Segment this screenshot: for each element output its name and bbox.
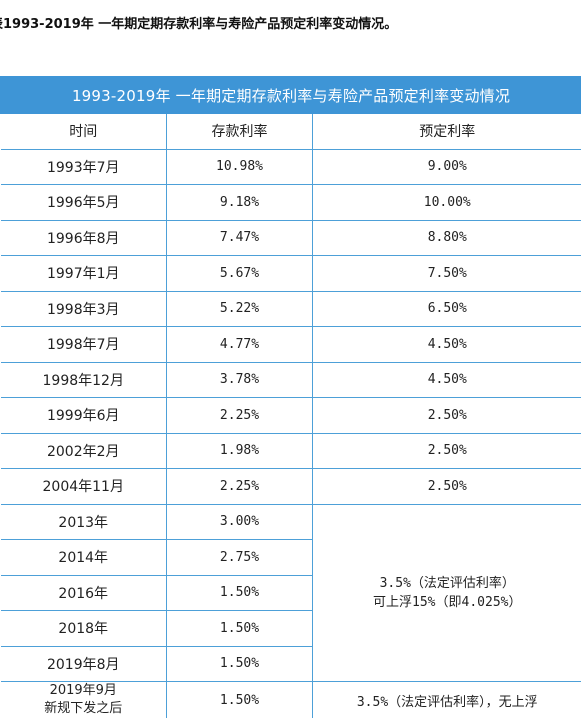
- cell-time: 1997年1月: [0, 255, 167, 292]
- rate-table-container: 1993-2019年 一年期定期存款利率与寿险产品预定利率变动情况 时间 存款利…: [0, 76, 581, 718]
- column-header-time: 时间: [0, 113, 167, 150]
- cell-deposit-rate: 10.98%: [166, 148, 313, 185]
- table-row: 1996年8月 7.47% 8.80%: [0, 219, 581, 256]
- cell-preset-rate: 3.5%（法定评估利率），无上浮: [311, 681, 581, 718]
- cell-time: 2019年9月 新规下发之后: [0, 681, 167, 718]
- column-header-preset-rate: 预定利率: [311, 113, 581, 150]
- header-row: 时间 存款利率 预定利率: [0, 113, 581, 150]
- cell-time: 1999年6月: [0, 397, 167, 434]
- cell-deposit-rate: 1.50%: [166, 574, 313, 611]
- cell-time: 2019年8月: [0, 645, 167, 682]
- cell-deposit-rate: 3.78%: [166, 361, 313, 398]
- table-row: 2018年 1.50%: [0, 610, 581, 647]
- cell-time: 2014年: [0, 539, 167, 576]
- table-row: 1996年5月 9.18% 10.00%: [0, 184, 581, 221]
- cell-preset-rate: 2.50%: [311, 397, 581, 434]
- cell-deposit-rate: 5.22%: [166, 290, 313, 327]
- merged-preset-line-2: 可上浮15%（即4.025%）: [373, 594, 522, 610]
- table-row: 1998年12月 3.78% 4.50%: [0, 361, 581, 398]
- cell-preset-rate: 6.50%: [311, 290, 581, 327]
- table-row: 2014年 2.75%: [0, 539, 581, 576]
- cell-time-line-2: 新规下发之后: [44, 701, 123, 716]
- table-row: 1997年1月 5.67% 7.50%: [0, 255, 581, 292]
- cell-preset-rate: 4.50%: [311, 361, 581, 398]
- cell-deposit-rate: 2.25%: [166, 397, 313, 434]
- cell-time: 2018年: [0, 610, 167, 647]
- cell-preset-rate: 9.00%: [311, 148, 581, 185]
- cell-deposit-rate: 4.77%: [166, 326, 313, 363]
- table-row: 2019年8月 1.50%: [0, 645, 581, 682]
- cell-deposit-rate: 9.18%: [166, 184, 313, 221]
- table-caption: 表1993-2019年 一年期定期存款利率与寿险产品预定利率变动情况。: [0, 17, 398, 32]
- cell-preset-rate: 2.50%: [311, 468, 581, 505]
- cell-deposit-rate: 7.47%: [166, 219, 313, 256]
- cell-preset-rate: 7.50%: [311, 255, 581, 292]
- cell-time: 2016年: [0, 574, 167, 611]
- table-row: 1998年7月 4.77% 4.50%: [0, 326, 581, 363]
- cell-time: 1998年7月: [0, 326, 167, 363]
- cell-time: 1998年3月: [0, 290, 167, 327]
- table-row: 2002年2月 1.98% 2.50%: [0, 432, 581, 469]
- cell-deposit-rate: 1.50%: [166, 645, 313, 682]
- table-row: 2004年11月 2.25% 2.50%: [0, 468, 581, 505]
- table-title: 1993-2019年 一年期定期存款利率与寿险产品预定利率变动情况: [0, 76, 581, 114]
- cell-deposit-rate: 1.50%: [166, 681, 313, 718]
- cell-preset-rate: 4.50%: [311, 326, 581, 363]
- cell-time: 2013年: [0, 503, 167, 540]
- column-header-deposit-rate: 存款利率: [166, 113, 313, 150]
- table-row: 2019年9月 新规下发之后 1.50% 3.5%（法定评估利率），无上浮: [0, 681, 581, 718]
- cell-time: 1996年8月: [0, 219, 167, 256]
- table-row: 1993年7月 10.98% 9.00%: [0, 148, 581, 185]
- rate-table: 1993-2019年 一年期定期存款利率与寿险产品预定利率变动情况 时间 存款利…: [0, 76, 581, 718]
- cell-deposit-rate: 1.50%: [166, 610, 313, 647]
- cell-preset-rate: 2.50%: [311, 432, 581, 469]
- cell-time: 1998年12月: [0, 361, 167, 398]
- cell-time-line-1: 2019年9月: [49, 683, 117, 698]
- cell-preset-rate: 8.80%: [311, 219, 581, 256]
- cell-deposit-rate: 5.67%: [166, 255, 313, 292]
- table-row: 2013年 3.00% 3.5%（法定评估利率） 可上浮15%（即4.025%）: [0, 503, 581, 682]
- cell-time: 1993年7月: [0, 148, 167, 185]
- cell-preset-rate-merged: 3.5%（法定评估利率） 可上浮15%（即4.025%）: [311, 503, 581, 682]
- cell-time: 2002年2月: [0, 432, 167, 469]
- table-row: 1998年3月 5.22% 6.50%: [0, 290, 581, 327]
- table-row: 1999年6月 2.25% 2.50%: [0, 397, 581, 434]
- cell-deposit-rate: 1.98%: [166, 432, 313, 469]
- merged-preset-line-1: 3.5%（法定评估利率）: [379, 575, 515, 591]
- cell-time: 2004年11月: [0, 468, 167, 505]
- cell-deposit-rate: 2.75%: [166, 539, 313, 576]
- cell-time: 1996年5月: [0, 184, 167, 221]
- cell-deposit-rate: 3.00%: [166, 503, 313, 540]
- cell-deposit-rate: 2.25%: [166, 468, 313, 505]
- cell-preset-rate: 10.00%: [311, 184, 581, 221]
